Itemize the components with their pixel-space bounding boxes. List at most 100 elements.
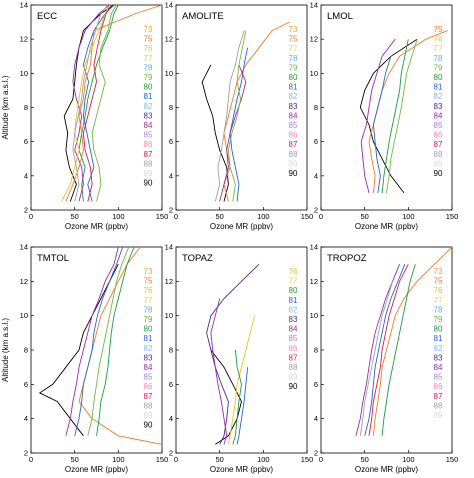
legend-entry-81: 81 xyxy=(289,83,298,92)
profile-line-5 xyxy=(359,281,394,436)
x-tick-label: 150 xyxy=(156,212,169,221)
y-tick-label: 4 xyxy=(314,171,318,180)
legend-entry-90: 90 xyxy=(289,382,298,391)
profile-line-2 xyxy=(82,4,115,202)
legend-entry-76: 76 xyxy=(434,35,443,44)
y-tick-label: 2 xyxy=(314,449,318,458)
legend-entry-82: 82 xyxy=(434,92,443,101)
y-tick-label: 6 xyxy=(314,380,318,389)
panel-title: TMTOL xyxy=(37,253,69,264)
legend-entry-77: 77 xyxy=(289,44,298,53)
x-tick-label: 100 xyxy=(257,212,270,221)
legend-entry-77: 77 xyxy=(434,44,443,53)
profile-line-3 xyxy=(219,64,247,202)
x-tick-label: 150 xyxy=(156,455,169,464)
x-axis-label: Ozone MR (ppbv) xyxy=(210,222,273,231)
x-tick-label: 50 xyxy=(360,212,368,221)
legend-entry-84: 84 xyxy=(289,325,298,334)
y-tick-label: 2 xyxy=(24,206,28,215)
y-tick-label: 2 xyxy=(24,449,28,458)
y-tick-label: 10 xyxy=(310,69,318,78)
x-tick-label: 100 xyxy=(402,212,415,221)
legend-entry-85: 85 xyxy=(144,373,153,382)
profile-line-0 xyxy=(210,349,242,445)
legend-entry-73: 73 xyxy=(434,267,443,276)
x-tick-label: 50 xyxy=(360,455,368,464)
plot-frame xyxy=(320,4,453,211)
y-tick-label: 8 xyxy=(314,346,318,355)
legend-entry-88: 88 xyxy=(289,363,298,372)
legend-entry-75: 75 xyxy=(289,35,298,44)
y-tick-label: 6 xyxy=(24,380,28,389)
legend-entry-88: 88 xyxy=(289,150,298,159)
legend-entry-87: 87 xyxy=(289,140,298,149)
legend-entry-81: 81 xyxy=(289,296,298,305)
x-tick-label: 50 xyxy=(70,455,78,464)
legend-entry-84: 84 xyxy=(289,111,298,120)
x-tick-label: 100 xyxy=(402,455,415,464)
legend-entry-82: 82 xyxy=(144,102,153,111)
legend-entry-83: 83 xyxy=(289,315,298,324)
legend-entry-79: 79 xyxy=(289,63,298,72)
legend-entry-82: 82 xyxy=(144,344,153,353)
legend-entry-83: 83 xyxy=(434,353,443,362)
profile-line-2 xyxy=(381,39,409,193)
legend-entry-88: 88 xyxy=(144,159,153,168)
legend-entry-90: 90 xyxy=(144,421,153,430)
legend-entry-75: 75 xyxy=(144,35,153,44)
x-tick-label: 0 xyxy=(319,212,323,221)
legend-entry-76: 76 xyxy=(289,267,298,276)
x-tick-label: 50 xyxy=(70,212,78,221)
y-tick-label: 10 xyxy=(310,311,318,320)
y-tick-label: 8 xyxy=(169,346,173,355)
x-tick-label: 0 xyxy=(174,455,178,464)
x-tick-label: 0 xyxy=(319,455,323,464)
x-tick-label: 0 xyxy=(29,455,33,464)
y-tick-label: 12 xyxy=(20,277,28,286)
legend-entry-77: 77 xyxy=(289,277,298,286)
legend-entry-88: 88 xyxy=(144,401,153,410)
legend-entry-86: 86 xyxy=(289,131,298,140)
plot-frame xyxy=(30,4,163,211)
y-tick-label: 12 xyxy=(310,277,318,286)
legend-entry-82: 82 xyxy=(434,344,443,353)
profile-line-5 xyxy=(232,349,242,445)
legend-entry-86: 86 xyxy=(144,382,153,391)
legend-entry-80: 80 xyxy=(144,83,153,92)
panel-ecc: 0 50 100 150 2 4 6 8 10 12 14 ECC Ozone MR (ppbv) Alt… xyxy=(1,1,168,232)
legend-entry-86: 86 xyxy=(434,131,443,140)
profile-line-3 xyxy=(74,246,124,436)
legend-entry-75: 75 xyxy=(144,277,153,286)
profile-line-1 xyxy=(78,4,119,202)
profile-line-6 xyxy=(61,4,110,202)
legend-entry-89: 89 xyxy=(144,169,153,178)
legend-entry-81: 81 xyxy=(434,83,443,92)
legend-entry-89: 89 xyxy=(434,159,443,168)
x-tick-label: 150 xyxy=(301,455,314,464)
panel-title: LMOL xyxy=(327,11,353,22)
legend-entry-85: 85 xyxy=(434,121,443,130)
y-tick-label: 12 xyxy=(165,277,173,286)
legend-entry-82: 82 xyxy=(289,92,298,101)
y-tick-label: 6 xyxy=(24,137,28,146)
legend-entry-79: 79 xyxy=(434,63,443,72)
legend-entry-88: 88 xyxy=(434,401,443,410)
panel-lmol: 0 50 100 150 2 4 6 8 10 12 14 LMOL Ozone MR (ppbv) 75… xyxy=(310,1,459,232)
profile-line-1 xyxy=(206,263,260,445)
legend-entry-78: 78 xyxy=(434,54,443,63)
panel-topaz: 0 50 100 150 2 4 6 8 10 12 14 TOPAZ Ozone MR (ppbv) 7… xyxy=(165,243,314,475)
profile-line-7 xyxy=(82,4,112,202)
legend-entry-84: 84 xyxy=(144,363,153,372)
profile-line-4 xyxy=(368,263,409,436)
profile-line-3 xyxy=(72,4,110,202)
legend-entry-79: 79 xyxy=(144,73,153,82)
legend-entry-77: 77 xyxy=(144,54,153,63)
profile-line-0 xyxy=(372,246,453,436)
x-tick-label: 100 xyxy=(112,212,125,221)
legend-entry-76: 76 xyxy=(144,286,153,295)
legend-entry-85: 85 xyxy=(144,131,153,140)
y-tick-label: 4 xyxy=(169,414,173,423)
x-axis-label: Ozone MR (ppbv) xyxy=(210,465,273,474)
legend-entry-90: 90 xyxy=(434,169,443,178)
